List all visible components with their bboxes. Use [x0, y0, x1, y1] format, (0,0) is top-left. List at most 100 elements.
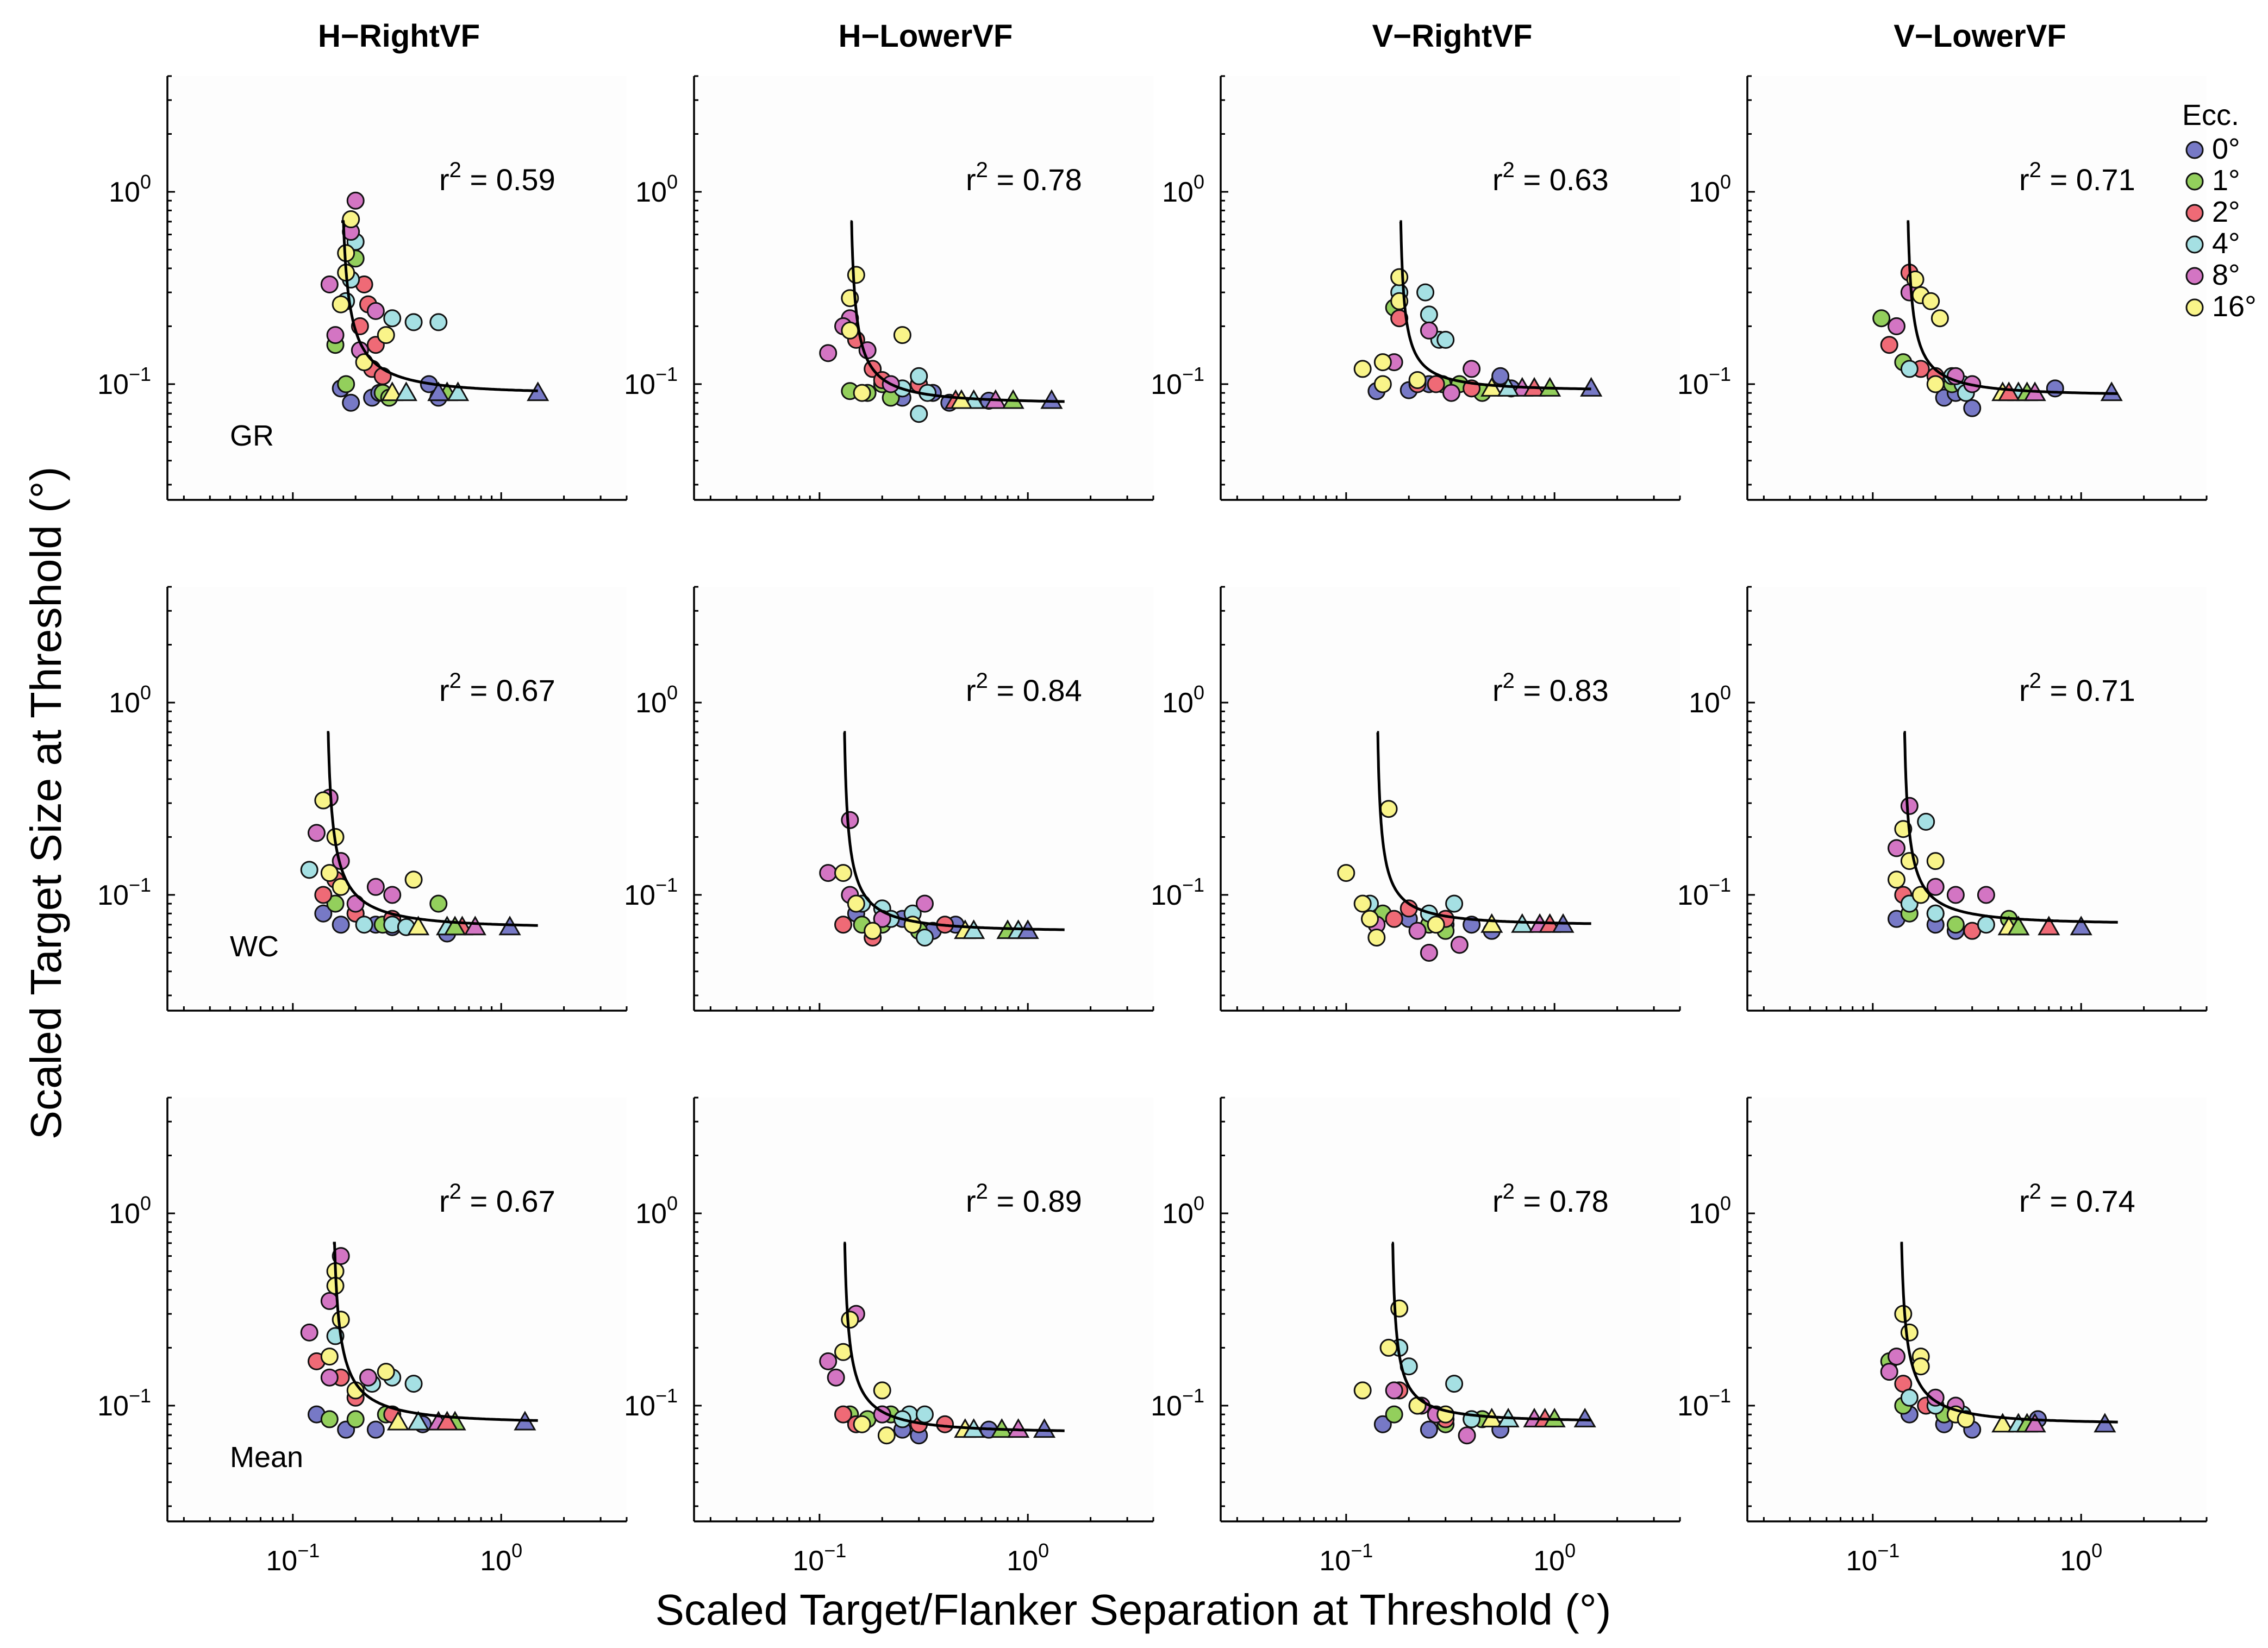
data-point — [300, 1323, 318, 1342]
y-tick-exponent: 0 — [1194, 1192, 1204, 1214]
y-tick-base: 10 — [1162, 1198, 1194, 1230]
y-tick-exponent: 0 — [140, 171, 151, 193]
data-point — [847, 266, 865, 284]
x-tick-exponent: −1 — [824, 1539, 846, 1562]
r2-annotation: r2 = 0.78 — [966, 158, 1082, 197]
panel-background — [1747, 76, 2207, 500]
r2-value: = 0.74 — [2041, 1184, 2135, 1218]
data-point — [1946, 916, 1965, 934]
y-tick-base: 10 — [1677, 369, 1709, 400]
data-point — [827, 1368, 845, 1387]
r2-exponent: 2 — [1503, 1180, 1515, 1204]
y-tick-label: 100 — [1689, 171, 1731, 208]
data-triangle — [1580, 377, 1603, 397]
data-point — [1946, 886, 1965, 904]
row-label-mean: Mean — [230, 1441, 303, 1474]
y-tick-exponent: −1 — [1709, 874, 1731, 896]
data-point — [1416, 283, 1435, 302]
data-point — [834, 864, 852, 882]
r2-letter: r — [1492, 1184, 1503, 1218]
data-point — [1922, 292, 1940, 310]
fit-curve — [341, 220, 538, 392]
data-point — [1887, 1348, 1905, 1366]
data-point — [1353, 360, 1372, 378]
y-tick-base: 10 — [1689, 1198, 1720, 1230]
y-tick-exponent: 0 — [1720, 171, 1731, 193]
x-tick-exponent: −1 — [1877, 1539, 1900, 1562]
y-tick-label: 100 — [635, 171, 678, 208]
column-title-h-rightvf: H−RightVF — [318, 18, 480, 54]
legend-label: 0° — [2212, 133, 2240, 165]
y-tick-exponent: −1 — [1709, 1384, 1731, 1407]
x-tick-label: 100 — [1533, 1539, 1576, 1577]
r2-annotation: r2 = 0.63 — [1492, 158, 1609, 197]
data-point — [320, 864, 339, 882]
y-tick-label: 100 — [1689, 1192, 1731, 1230]
data-point — [877, 1426, 896, 1445]
legend-entries: 0°1°2°4°8°16° — [2185, 133, 2257, 323]
data-point — [1926, 1388, 1945, 1407]
y-tick-base: 10 — [624, 1390, 655, 1422]
x-tick-label: 10−1 — [1319, 1539, 1373, 1577]
y-tick-label: 100 — [1689, 681, 1731, 719]
data-triangle — [1997, 381, 2020, 402]
data-triangle — [386, 1411, 410, 1431]
r2-value: = 0.71 — [2041, 162, 2135, 197]
data-point — [1926, 375, 1945, 393]
panel-background — [1221, 587, 1680, 1011]
y-tick-label: 10−1 — [97, 1384, 151, 1422]
x-tick-base: 10 — [1319, 1545, 1351, 1577]
r2-annotation: r2 = 0.74 — [2019, 1180, 2135, 1218]
data-point — [1926, 878, 1945, 896]
column-title-v-rightvf: V−RightVF — [1372, 18, 1533, 54]
y-tick-exponent: 0 — [1720, 681, 1731, 704]
x-tick-exponent: −1 — [1351, 1539, 1373, 1562]
data-point — [1880, 1363, 1898, 1381]
y-tick-base: 10 — [109, 1198, 140, 1230]
fit-curve — [327, 731, 538, 927]
panel-background — [1747, 587, 2207, 1011]
data-point — [1887, 317, 1905, 335]
legend-marker — [2185, 141, 2204, 159]
data-point — [936, 1415, 954, 1433]
data-point — [1385, 1405, 1403, 1424]
y-tick-base: 10 — [109, 177, 140, 208]
x-tick-base: 10 — [266, 1545, 297, 1577]
legend-marker — [2185, 235, 2204, 254]
y-tick-exponent: −1 — [655, 1384, 678, 1407]
column-title-h-lowervf: H−LowerVF — [839, 18, 1013, 54]
r2-annotation: r2 = 0.84 — [966, 669, 1082, 707]
legend-marker — [2185, 298, 2204, 317]
y-tick-base: 10 — [97, 880, 129, 911]
x-tick-label: 100 — [1007, 1539, 1049, 1577]
fit-curve — [843, 1242, 1065, 1432]
data-point — [314, 904, 333, 923]
y-tick-base: 10 — [1151, 880, 1182, 911]
data-point — [1894, 820, 1913, 838]
data-point — [1379, 800, 1398, 818]
data-point — [1379, 1338, 1398, 1357]
data-triangle — [443, 916, 466, 936]
data-point — [910, 405, 928, 423]
data-point — [1977, 886, 1995, 904]
y-tick-exponent: −1 — [655, 874, 678, 896]
data-point — [337, 375, 355, 393]
y-tick-exponent: −1 — [1182, 1384, 1204, 1407]
x-tick-exponent: 0 — [1038, 1539, 1049, 1562]
x-tick-exponent: 0 — [1565, 1539, 1576, 1562]
y-tick-exponent: −1 — [1709, 363, 1731, 385]
data-point — [1337, 864, 1355, 882]
data-point — [1930, 309, 1949, 328]
data-point — [332, 1311, 350, 1329]
legend: Ecc. 0°1°2°4°8°16° — [2182, 99, 2257, 323]
data-triangle — [395, 381, 417, 402]
data-point — [1887, 839, 1905, 857]
data-point — [1887, 870, 1905, 889]
r2-value: = 0.67 — [461, 673, 555, 707]
y-tick-exponent: −1 — [655, 363, 678, 385]
r2-value: = 0.59 — [461, 162, 555, 197]
